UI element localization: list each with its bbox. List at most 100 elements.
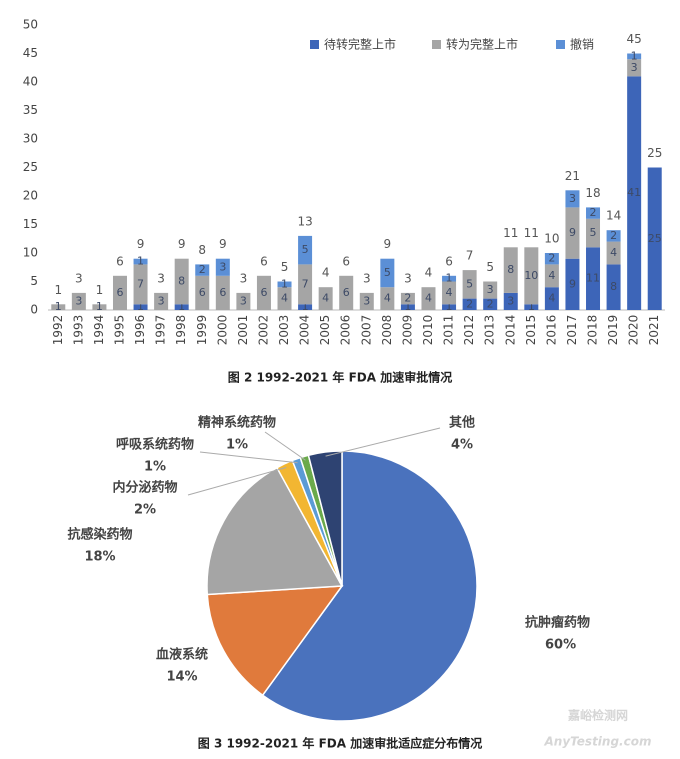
x-tick-label: 2012 bbox=[462, 315, 476, 346]
segment-label: 1 bbox=[446, 300, 453, 313]
bar-segment bbox=[544, 264, 559, 288]
segment-label: 2 bbox=[590, 206, 597, 219]
bar-segment bbox=[174, 304, 189, 310]
x-tick-label: 2011 bbox=[442, 315, 456, 346]
x-tick-label: 1993 bbox=[71, 315, 85, 346]
pie-slice bbox=[307, 450, 343, 587]
leader-line bbox=[264, 431, 306, 461]
y-tick-label: 25 bbox=[23, 160, 38, 174]
bar-segment bbox=[565, 207, 580, 259]
x-tick-label: 2009 bbox=[400, 315, 414, 346]
segment-label: 1 bbox=[55, 300, 62, 313]
total-label: 13 bbox=[297, 214, 312, 228]
x-tick-label: 1997 bbox=[154, 315, 168, 346]
segment-label: 6 bbox=[343, 286, 350, 299]
bar-segment bbox=[565, 258, 580, 310]
bar-segment bbox=[442, 281, 457, 305]
bar-segment bbox=[606, 230, 621, 242]
bar-segment bbox=[298, 235, 313, 265]
segment-label: 6 bbox=[199, 286, 206, 299]
x-tick-label: 2005 bbox=[318, 315, 332, 346]
caption: 图 2 1992-2021 年 FDA 加速审批情况 bbox=[228, 370, 452, 385]
bar-segment bbox=[215, 258, 230, 276]
bar-segment bbox=[483, 298, 498, 310]
slice-value: 60% bbox=[545, 638, 576, 653]
total-label: 11 bbox=[524, 226, 539, 240]
segment-label: 3 bbox=[75, 294, 82, 307]
bar-segment bbox=[627, 53, 642, 60]
segment-label: 2 bbox=[610, 229, 617, 242]
bar-segment bbox=[524, 247, 539, 305]
x-tick-label: 2003 bbox=[277, 315, 291, 346]
y-tick-label: 35 bbox=[23, 103, 38, 117]
total-label: 21 bbox=[565, 169, 580, 183]
bar-segment bbox=[524, 304, 539, 310]
total-label: 1 bbox=[96, 283, 104, 297]
bar-segment bbox=[133, 264, 148, 305]
segment-label: 1 bbox=[446, 272, 453, 285]
segment-label: 8 bbox=[507, 263, 514, 276]
bar-segment bbox=[442, 304, 457, 310]
bar-segment bbox=[400, 304, 415, 310]
segment-label: 1 bbox=[631, 49, 638, 62]
x-tick-label: 2013 bbox=[483, 315, 497, 346]
slice-value: 1% bbox=[226, 438, 248, 453]
y-tick-label: 50 bbox=[23, 18, 38, 32]
segment-label: 6 bbox=[116, 286, 123, 299]
segment-label: 6 bbox=[260, 286, 267, 299]
legend-label: 转为完整上市 bbox=[446, 37, 518, 52]
bar-segment bbox=[195, 275, 210, 310]
segment-label: 11 bbox=[586, 272, 600, 285]
segment-label: 2 bbox=[548, 252, 555, 265]
segment-label: 3 bbox=[158, 294, 165, 307]
total-label: 3 bbox=[75, 271, 83, 285]
segment-label: 3 bbox=[569, 192, 576, 205]
bar-segment bbox=[606, 264, 621, 310]
segment-label: 2 bbox=[487, 297, 494, 310]
x-tick-label: 2020 bbox=[627, 315, 641, 346]
segment-label: 6 bbox=[219, 286, 226, 299]
y-tick-label: 10 bbox=[23, 246, 38, 260]
segment-label: 5 bbox=[384, 266, 391, 279]
x-tick-label: 1996 bbox=[133, 315, 147, 346]
legend-swatch bbox=[432, 40, 441, 49]
total-label: 11 bbox=[503, 226, 518, 240]
bar-segment bbox=[215, 275, 230, 310]
bar-segment bbox=[71, 292, 86, 310]
leader-line bbox=[325, 427, 441, 457]
x-tick-label: 2017 bbox=[565, 315, 579, 346]
segment-label: 2 bbox=[404, 292, 411, 305]
total-label: 6 bbox=[116, 254, 124, 268]
bar-segment bbox=[359, 292, 374, 310]
x-tick-label: 1999 bbox=[195, 315, 209, 346]
total-label: 5 bbox=[281, 260, 289, 274]
bar-segment bbox=[586, 218, 601, 248]
legend-swatch bbox=[310, 40, 319, 49]
total-label: 18 bbox=[585, 186, 600, 200]
bar-segment bbox=[298, 304, 313, 310]
segment-label: 5 bbox=[590, 226, 597, 239]
total-label: 4 bbox=[322, 266, 330, 280]
segment-label: 1 bbox=[404, 300, 411, 313]
slice-label: 精神系统药物 bbox=[198, 415, 276, 431]
bar-segment bbox=[236, 292, 251, 310]
slice-label: 抗肿瘤药物 bbox=[525, 615, 590, 631]
total-label: 7 bbox=[466, 249, 474, 263]
segment-label: 1 bbox=[96, 300, 103, 313]
slice-value: 18% bbox=[84, 550, 115, 565]
segment-label: 1 bbox=[302, 300, 309, 313]
y-tick-label: 30 bbox=[23, 132, 38, 146]
y-tick-label: 20 bbox=[23, 189, 38, 203]
x-tick-label: 2021 bbox=[647, 315, 661, 346]
bar-segment bbox=[339, 275, 354, 310]
segment-label: 4 bbox=[548, 292, 555, 305]
segment-label: 4 bbox=[384, 292, 391, 305]
total-label: 9 bbox=[219, 237, 227, 251]
bar-segment bbox=[544, 253, 559, 265]
total-label: 14 bbox=[606, 209, 621, 223]
x-tick-label: 2008 bbox=[380, 315, 394, 346]
x-tick-label: 1998 bbox=[174, 315, 188, 346]
segment-label: 10 bbox=[524, 269, 538, 282]
x-tick-label: 2002 bbox=[256, 315, 270, 346]
bar-segment bbox=[51, 304, 66, 310]
